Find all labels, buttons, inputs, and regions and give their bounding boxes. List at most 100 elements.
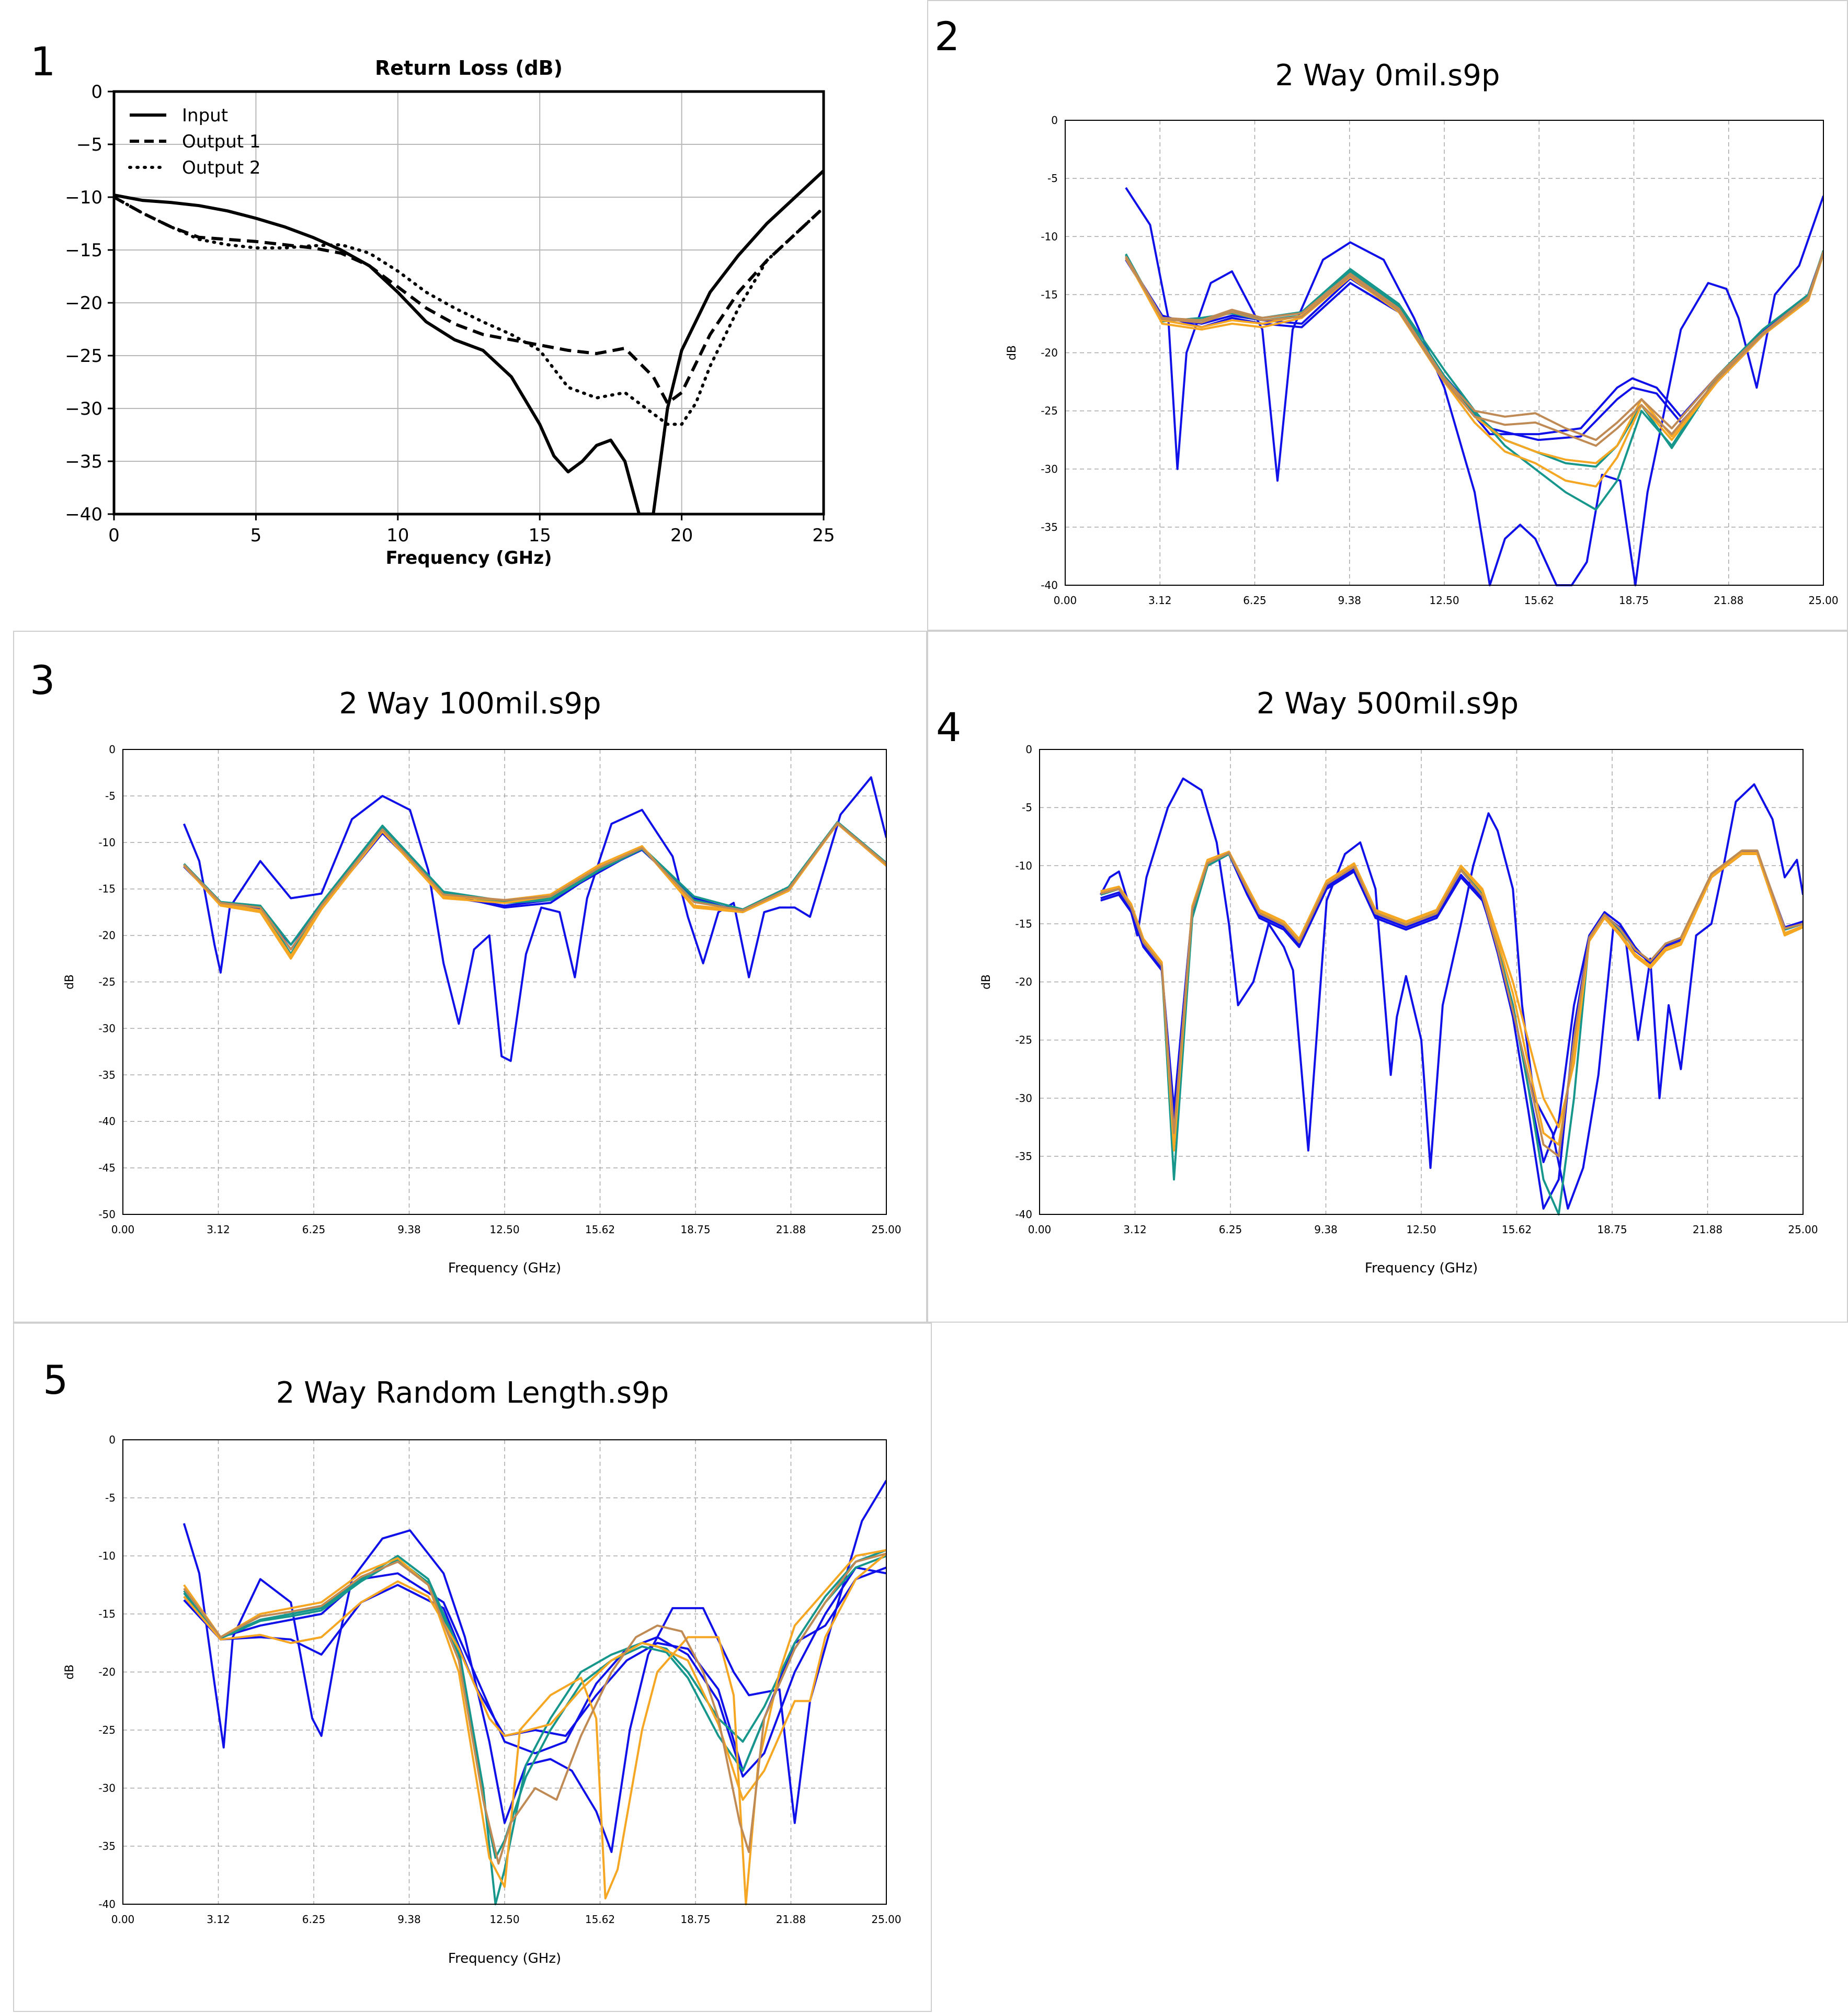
chart-title: Return Loss (dB)	[375, 56, 563, 79]
series-line	[1100, 849, 1803, 1157]
x-tick-label: 12.50	[489, 1913, 519, 1926]
series-line	[183, 823, 886, 960]
x-tick-label: 3.12	[207, 1913, 230, 1926]
x-tick-label: 18.75	[680, 1913, 710, 1926]
x-tick-label: 6.25	[302, 1223, 326, 1236]
y-tick-label: -15	[98, 1608, 116, 1620]
x-tick-label: 0.00	[1028, 1223, 1052, 1236]
y-tick-label: −35	[65, 451, 102, 472]
x-tick-label: 10	[386, 525, 409, 546]
y-tick-label: −20	[65, 293, 102, 314]
x-tick-label: 12.50	[1429, 594, 1459, 607]
x-tick-label: 15.62	[1502, 1223, 1532, 1236]
x-tick-label: 0	[108, 525, 120, 546]
series-line	[183, 1555, 886, 1859]
y-axis-label: dB	[63, 1664, 76, 1679]
series-line	[114, 169, 824, 515]
panel-number: 5	[43, 1357, 69, 1403]
panel-number: 3	[30, 657, 55, 703]
y-tick-label: -25	[98, 976, 116, 988]
x-axis-label: Frequency (GHz)	[1365, 1260, 1478, 1276]
series-group	[182, 776, 886, 1062]
series-group	[114, 169, 824, 515]
series-line	[183, 1553, 886, 1801]
y-tick-label: -25	[1041, 405, 1058, 417]
chart-title: 2 Way 0mil.s9p	[1275, 59, 1500, 93]
series-line	[114, 196, 824, 405]
series-line	[114, 196, 824, 426]
y-tick-label: −15	[65, 240, 102, 261]
y-tick-label: −30	[65, 399, 102, 419]
x-tick-label: 9.38	[397, 1223, 421, 1236]
x-tick-label: 3.12	[1123, 1223, 1147, 1236]
x-tick-label: 25.00	[871, 1913, 901, 1926]
y-tick-label: -35	[1041, 521, 1058, 533]
y-tick-label: -20	[98, 1666, 116, 1678]
x-tick-label: 9.38	[397, 1913, 421, 1926]
x-tick-label: 3.12	[1148, 594, 1172, 607]
y-axis-label: dB	[980, 974, 993, 990]
y-tick-label: 0	[1051, 114, 1058, 127]
series-line	[1125, 252, 1823, 447]
x-tick-label: 18.75	[1619, 594, 1649, 607]
return-loss-chart: 0 5 10 15 20 25 0 −5 −10 −15 −20 −25 −30 −35 −40 Return…	[65, 56, 835, 568]
y-tick-label: -10	[1041, 230, 1058, 243]
series-line	[182, 1480, 886, 1853]
y-tick-label: -10	[98, 1550, 116, 1562]
series-line	[182, 776, 886, 1062]
x-tick-label: 25	[812, 525, 835, 546]
x-tick-label: 21.88	[1714, 594, 1743, 607]
x-tick-label: 25.00	[1808, 594, 1838, 607]
y-tick-label: -5	[1022, 801, 1032, 814]
panel-2way-0mil: 2 2 Way 0mil.s9p 0.00 3.12 6.25 9.38 12.50 15…	[927, 0, 1848, 631]
y-tick-label: -30	[1015, 1092, 1032, 1105]
series-group	[182, 1480, 886, 1905]
y-tick-label: -40	[1041, 579, 1058, 592]
y-tick-label: -35	[98, 1840, 116, 1852]
y-tick-label: −25	[65, 346, 102, 367]
y-tick-label: 0	[91, 82, 102, 103]
y-tick-label: -20	[1041, 347, 1058, 359]
plot-frame	[1039, 749, 1804, 1215]
y-tick-label: −5	[76, 134, 102, 155]
y-tick-label: -10	[98, 836, 116, 849]
plot-frame	[122, 1439, 887, 1905]
x-tick-label: 12.50	[489, 1223, 519, 1236]
panel-number: 2	[934, 13, 960, 60]
x-tick-label: 21.88	[776, 1913, 806, 1926]
x-tick-label: 15.62	[585, 1913, 615, 1926]
series-line	[1100, 777, 1803, 1210]
x-axis-label: Frequency (GHz)	[448, 1260, 561, 1276]
chart-2way-0mil: 0.00 3.12 6.25 9.38 12.50 15.62 18.75 21.88 25.0…	[1006, 114, 1839, 607]
x-tick-label: 6.25	[1243, 594, 1267, 607]
x-tick-label: 0.00	[111, 1913, 135, 1926]
y-tick-label: -35	[1015, 1150, 1032, 1163]
y-tick-label: 0	[109, 1434, 116, 1446]
y-tick-label: -40	[98, 1115, 116, 1128]
y-tick-label: -50	[98, 1208, 116, 1221]
x-tick-label: 6.25	[1219, 1223, 1242, 1236]
y-tick-label: -40	[98, 1898, 116, 1910]
y-tick-label: -45	[98, 1162, 116, 1174]
y-tick-label: -40	[1015, 1208, 1032, 1221]
y-tick-label: -30	[98, 1782, 116, 1794]
x-tick-label: 18.75	[680, 1223, 710, 1236]
series-line	[183, 1552, 886, 1865]
y-tick-label: -10	[1015, 859, 1032, 872]
y-tick-label: -20	[98, 929, 116, 942]
x-axis-label: Frequency (GHz)	[385, 548, 552, 568]
panel-2way-100mil: 3 2 Way 100mil.s9p 0.00 3.12 6.25 9.38 12.50…	[13, 631, 927, 1323]
return-loss-panel: 1 0 5 10 15 20 25 0 −5 −10 −15 −20 −25 −30 −35 −40 Retu…	[0, 0, 927, 631]
series-line	[183, 822, 886, 951]
x-tick-label: 0.00	[111, 1223, 135, 1236]
y-tick-label: -5	[105, 790, 116, 802]
series-group	[1125, 187, 1823, 586]
legend-label: Output 1	[182, 131, 261, 152]
chart-2way-random-length: 0.00 3.12 6.25 9.38 12.50 15.62 18.75 21.88 25.0…	[63, 1434, 902, 1966]
y-tick-label: -25	[1015, 1034, 1032, 1047]
x-tick-label: 25.00	[1788, 1223, 1818, 1236]
plot-frame	[112, 90, 825, 516]
y-tick-label: 0	[109, 743, 116, 756]
series-group	[1100, 777, 1803, 1215]
legend-label: Input	[182, 105, 228, 126]
